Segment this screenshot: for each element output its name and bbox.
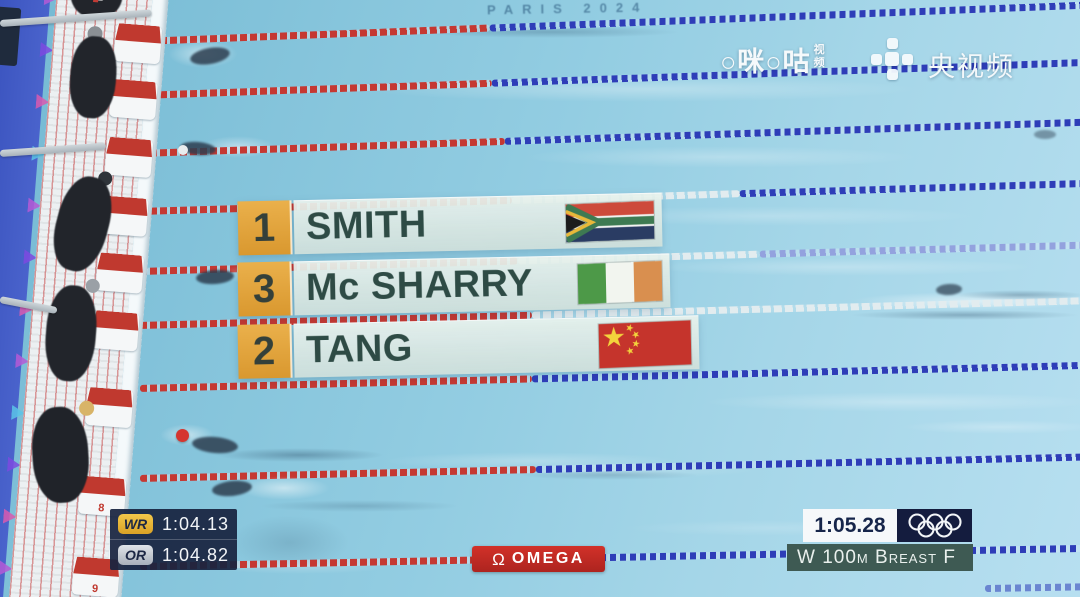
or-badge: OR [118, 545, 153, 565]
swimmer-name: SMITH [305, 203, 428, 249]
starting-block [90, 310, 140, 352]
olympic-rings-icon [907, 512, 962, 538]
rank-badge: 2 [237, 323, 293, 379]
migu-logo-sub-bottom: 频 [813, 56, 825, 69]
starting-block [104, 136, 154, 179]
swimmer [1034, 130, 1056, 139]
leaderboard-row: 1 SMITH [237, 192, 663, 256]
flag-ireland-icon [577, 260, 663, 304]
olympic-record-row: OR 1:04.82 [110, 539, 237, 570]
olympic-rings-badge [897, 509, 972, 542]
white-swim-cap [178, 145, 188, 155]
flag-china-icon [598, 319, 692, 368]
rank-badge: 1 [237, 200, 293, 256]
omega-wordmark: OMEGA [511, 550, 585, 567]
world-record-row: WR 1:04.13 [110, 509, 237, 539]
red-swim-cap [176, 429, 189, 442]
wr-badge: WR [118, 514, 153, 534]
wr-time: 1:04.13 [161, 513, 229, 534]
records-panel: WR 1:04.13 OR 1:04.82 [110, 509, 237, 570]
starting-block [109, 78, 158, 121]
rank-badge: 3 [237, 261, 293, 317]
omega-sponsor-banner: Ω OMEGA [472, 546, 605, 572]
lane-rope [984, 583, 1080, 592]
leaderboard-row: 2 TANG [237, 315, 700, 379]
swimmer-name: Mc SHARRY [305, 262, 534, 310]
race-clock: 1:05.28 [803, 509, 897, 542]
cctv-video-logo-text: 央视频 [928, 52, 1015, 82]
pool-deck: 8 9 [0, 0, 224, 597]
pool-floor-text: PARIS 2024 [486, 0, 649, 18]
migu-video-logo: ○咪○咕 视 频 [720, 40, 825, 79]
migu-logo-sub-top: 视 [813, 44, 825, 56]
leaderboard-row: 3 Mc SHARRY [237, 253, 671, 317]
or-time: 1:04.82 [161, 544, 229, 565]
event-title: W 100m Breast F [787, 544, 973, 571]
cctv-video-logo-icon [871, 38, 913, 80]
swimmer-name: TANG [305, 327, 414, 372]
starting-block [113, 22, 163, 65]
migu-logo-text: ○咪○咕 [720, 47, 811, 77]
starting-block [95, 252, 145, 294]
omega-symbol-icon: Ω [492, 549, 505, 569]
flag-south-africa-icon [565, 200, 655, 242]
